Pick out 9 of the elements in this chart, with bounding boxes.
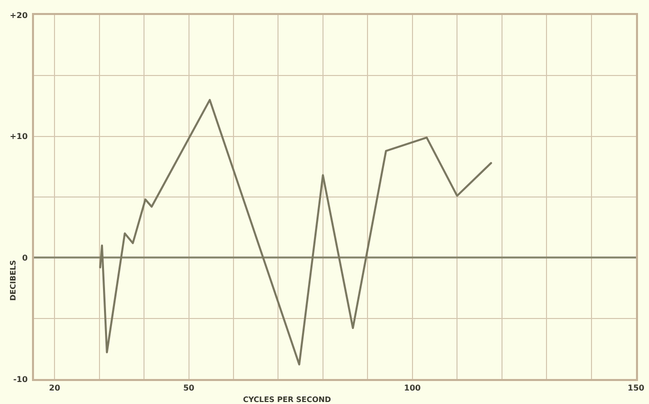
y-tick-label: -10 bbox=[13, 374, 28, 384]
x-tick-label: 20 bbox=[49, 383, 61, 392]
y-tick-label: +10 bbox=[10, 132, 28, 142]
y-tick-label: +20 bbox=[10, 10, 28, 20]
line-series bbox=[99, 98, 492, 366]
x-tick-label: 100 bbox=[404, 383, 422, 392]
y-tick-label: 0 bbox=[22, 253, 28, 262]
x-tick-label: 50 bbox=[183, 383, 195, 392]
x-tick-label: 150 bbox=[628, 383, 645, 392]
